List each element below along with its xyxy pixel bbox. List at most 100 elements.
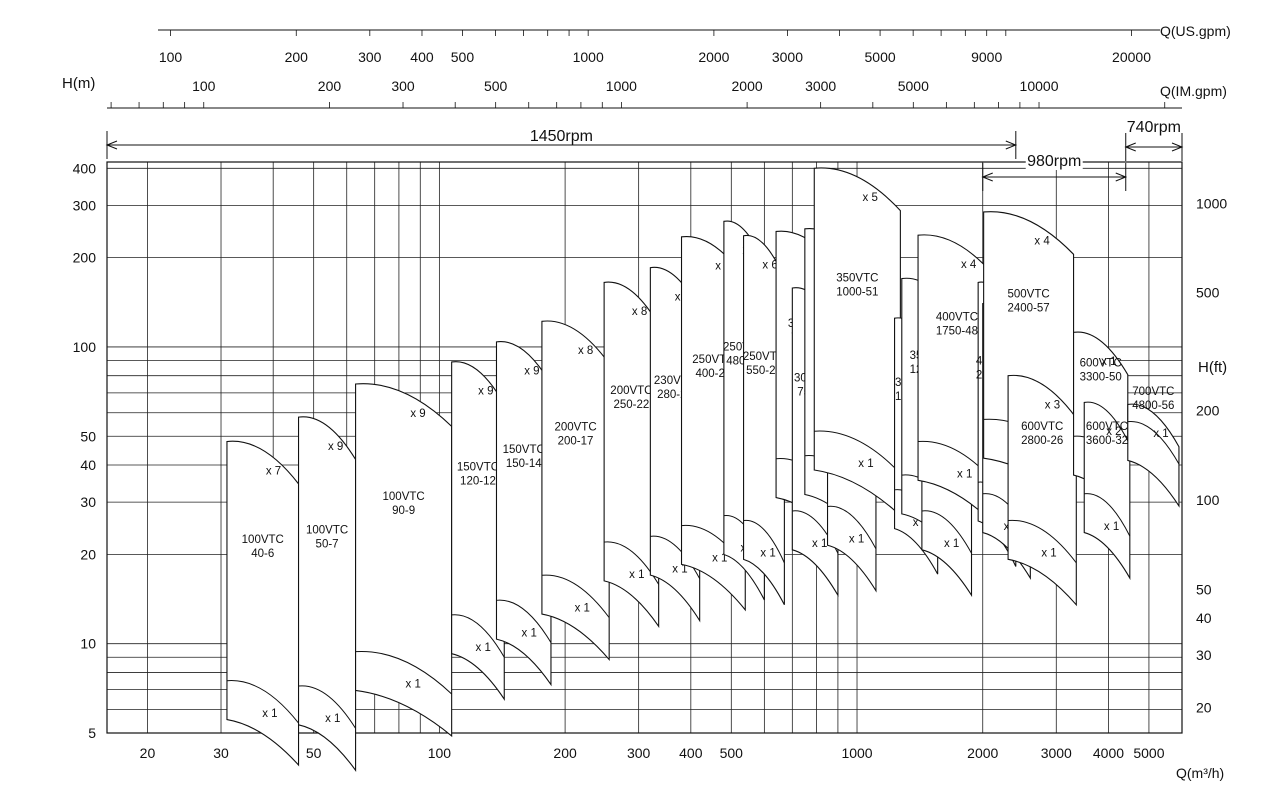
pump-region: 200VTC 200-17 x 8 x 1 — [541, 320, 610, 662]
x-bottom-tick-label: 2000 — [967, 745, 998, 761]
pump-region-single-stage-curve — [355, 651, 453, 695]
pump-region: 600VTC 2800-26 x 3 x 1 — [1007, 374, 1077, 607]
x-top-us-tick-label: 400 — [410, 49, 434, 65]
y-left-tick-label: 30 — [80, 494, 96, 510]
x-top-us-tick-label: 5000 — [865, 49, 896, 65]
pump-region: 350VTC 1000-51 x 5 x 1 — [813, 167, 901, 517]
pump-model-label: 600VTC — [1021, 421, 1063, 433]
y-right-tick-label: 100 — [1196, 492, 1220, 508]
x-top-us-tick-label: 100 — [159, 49, 183, 65]
y-left-tick-label: 5 — [88, 725, 96, 741]
pump-model-label: 50-7 — [316, 539, 339, 551]
pump-model-label: 2800-26 — [1021, 435, 1063, 447]
x-top-us-tick-label: 500 — [451, 49, 475, 65]
y-right-tick-label: 1000 — [1196, 195, 1227, 211]
bottom-stage-label: x 1 — [712, 553, 727, 565]
top-stage-label: x 3 — [1045, 399, 1060, 411]
y-left-tick-label: 200 — [73, 250, 97, 266]
x-top-us-tick-label: 200 — [285, 49, 309, 65]
bottom-stage-label: x 1 — [629, 569, 644, 581]
x-top-im-tick-label: 10000 — [1020, 78, 1059, 94]
x-top-im-tick-label: 200 — [318, 78, 342, 94]
x-top-im-tick-label: 100 — [192, 78, 216, 94]
x-top-us-unit-label: Q(US.gpm) — [1160, 23, 1231, 39]
top-stage-label: x 1 — [1101, 356, 1116, 368]
rpm-label-bg — [1025, 152, 1083, 170]
top-stage-label: x 8 — [578, 345, 593, 357]
pump-model-label: 400-28 — [695, 368, 731, 380]
pump-region: 250VTC 550-26 x 6 x 1 — [743, 234, 785, 606]
pump-region: 600VTC 3600-32x 2 x 1 — [1083, 401, 1131, 581]
pump-model-label: 500VTC — [1008, 289, 1050, 301]
pump-region-single-stage-curve — [827, 505, 877, 550]
y-right-tick-label: 30 — [1196, 647, 1212, 663]
bottom-stage-label: x 1 — [944, 538, 959, 550]
pump-model-label: 1750-48 — [936, 325, 978, 337]
pump-model-label: 200VTC — [610, 385, 652, 397]
x-top-us-tick-label: 20000 — [1112, 49, 1151, 65]
bottom-stage-label: x 1 — [262, 708, 277, 720]
pump-region: 100VTC 90-9 x 9 x 1 — [355, 383, 453, 738]
pump-model-label: 400VTC — [936, 311, 978, 323]
pump-region-single-stage-curve — [814, 430, 901, 474]
y-left-tick-label: 50 — [80, 428, 96, 444]
pump-model-label: 150VTC — [457, 461, 499, 473]
bottom-stage-label: x 1 — [325, 713, 340, 725]
pump-region-single-stage-curve — [1127, 421, 1180, 465]
bottom-stage-label: x 1 — [760, 548, 775, 560]
x-bottom-tick-label: 50 — [306, 745, 322, 761]
x-bottom-tick-label: 1000 — [841, 745, 872, 761]
pump-model-label: 550-26 — [746, 365, 782, 377]
pump-model-label: 3300-50 — [1080, 371, 1122, 383]
y-left-tick-label: 20 — [80, 546, 96, 562]
pump-model-label: 100VTC — [383, 491, 425, 503]
pump-region-shape — [355, 383, 453, 738]
pump-region-single-stage-curve — [496, 599, 552, 643]
bottom-stage-label: x 1 — [1041, 548, 1056, 560]
rpm-band-label: 980rpm — [1027, 153, 1081, 170]
bottom-stage-label: x 1 — [812, 538, 827, 550]
bottom-stage-label: x 1 — [672, 563, 687, 575]
x-bottom-tick-label: 100 — [428, 745, 452, 761]
x-bottom-tick-label: 300 — [627, 745, 651, 761]
bottom-stage-label: x 1 — [957, 469, 972, 481]
pump-model-label: 1000-51 — [836, 287, 878, 299]
pump-region-single-stage-curve — [921, 510, 972, 554]
pump-model-label: 120-12 — [460, 475, 496, 487]
bottom-stage-label: x 1 — [476, 642, 491, 654]
pump-model-label: 200-17 — [558, 435, 594, 447]
pump-region: 150VTC 120-12 x 9 x 1 — [451, 361, 505, 702]
x-bottom-tick-label: 500 — [720, 745, 744, 761]
bottom-stage-label: x 1 — [406, 679, 421, 691]
top-stage-label: x 8 — [632, 306, 647, 318]
top-stage-label: x 1 — [1153, 428, 1168, 440]
pump-model-label: 600VTC — [1086, 421, 1128, 433]
x-bottom-tick-label: 5000 — [1133, 745, 1164, 761]
pump-region: 400VTC 1750-48 x 4 x 1 — [917, 234, 997, 528]
bottom-stage-label: x 1 — [1104, 521, 1119, 533]
top-stage-label: x 5 — [863, 192, 878, 204]
x-top-im-tick-label: 3000 — [805, 78, 836, 94]
rpm-band-label: 740rpm — [1127, 119, 1181, 136]
pump-model-label: 150-14 — [506, 458, 542, 470]
y-left-tick-label: 300 — [73, 197, 97, 213]
pump-model-label: 2400-57 — [1007, 303, 1049, 315]
y-left-tick-label: 400 — [73, 160, 97, 176]
top-stage-label: x 2 — [1106, 426, 1121, 438]
top-stage-label: x 9 — [328, 441, 343, 453]
series-layer: 100VTC 40-6 x 7 x 1 100VTC 50-7 x 9 x 1 100VTC 90… — [226, 167, 1180, 772]
pump-region-single-stage-curve — [743, 519, 785, 564]
pump-region: 100VTC 40-6 x 7 x 1 — [226, 440, 300, 767]
pump-model-label: 200VTC — [554, 421, 596, 433]
top-stage-label: x 6 — [762, 259, 777, 271]
pump-region-single-stage-curve — [1084, 493, 1131, 537]
x-top-im-tick-label: 500 — [484, 78, 508, 94]
bottom-stage-label: x 1 — [849, 533, 864, 545]
pump-region-shape — [813, 167, 901, 517]
rpm-layer: 1450rpm 980rpm 740rpm — [105, 119, 1184, 191]
pump-model-label: 350VTC — [836, 273, 878, 285]
pump-model-label: 3600-32 — [1086, 435, 1128, 447]
x-top-us-tick-label: 9000 — [971, 49, 1002, 65]
pump-model-label: 40-6 — [251, 548, 274, 560]
